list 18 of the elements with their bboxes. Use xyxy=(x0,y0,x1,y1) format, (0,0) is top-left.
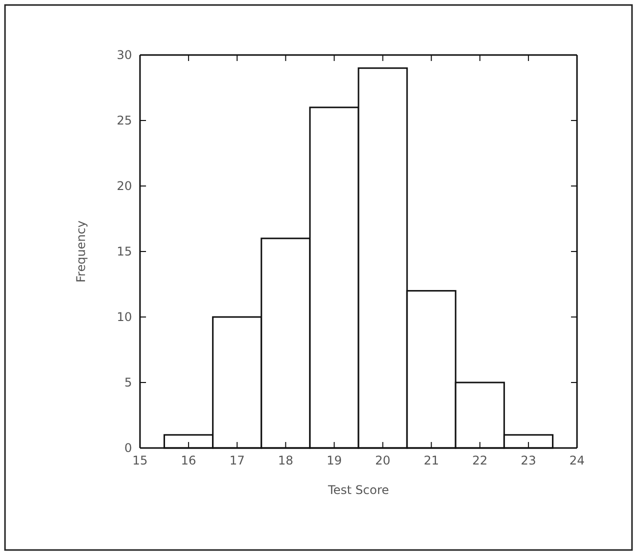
y-tick-label: 5 xyxy=(124,375,132,390)
x-tick-label: 24 xyxy=(569,454,585,468)
x-tick-label: 19 xyxy=(326,454,342,468)
x-tick-label: 20 xyxy=(375,454,390,468)
x-tick-label: 18 xyxy=(278,454,294,468)
x-axis-title: Test Score xyxy=(326,483,390,497)
y-axis-title: Frequency xyxy=(74,220,88,282)
x-tick-label: 17 xyxy=(229,454,245,468)
y-tick-label: 10 xyxy=(116,310,132,324)
x-tick-label: 16 xyxy=(180,454,196,468)
y-tick-label: 30 xyxy=(116,48,132,62)
x-tick-label: 22 xyxy=(472,454,488,468)
y-tick-label: 0 xyxy=(124,440,132,455)
y-tick-label: 15 xyxy=(116,244,132,258)
x-tick-label: 21 xyxy=(424,454,439,468)
y-tick-label: 25 xyxy=(116,113,132,128)
x-tick-label: 23 xyxy=(520,454,536,468)
y-tick-label: 20 xyxy=(116,178,132,193)
